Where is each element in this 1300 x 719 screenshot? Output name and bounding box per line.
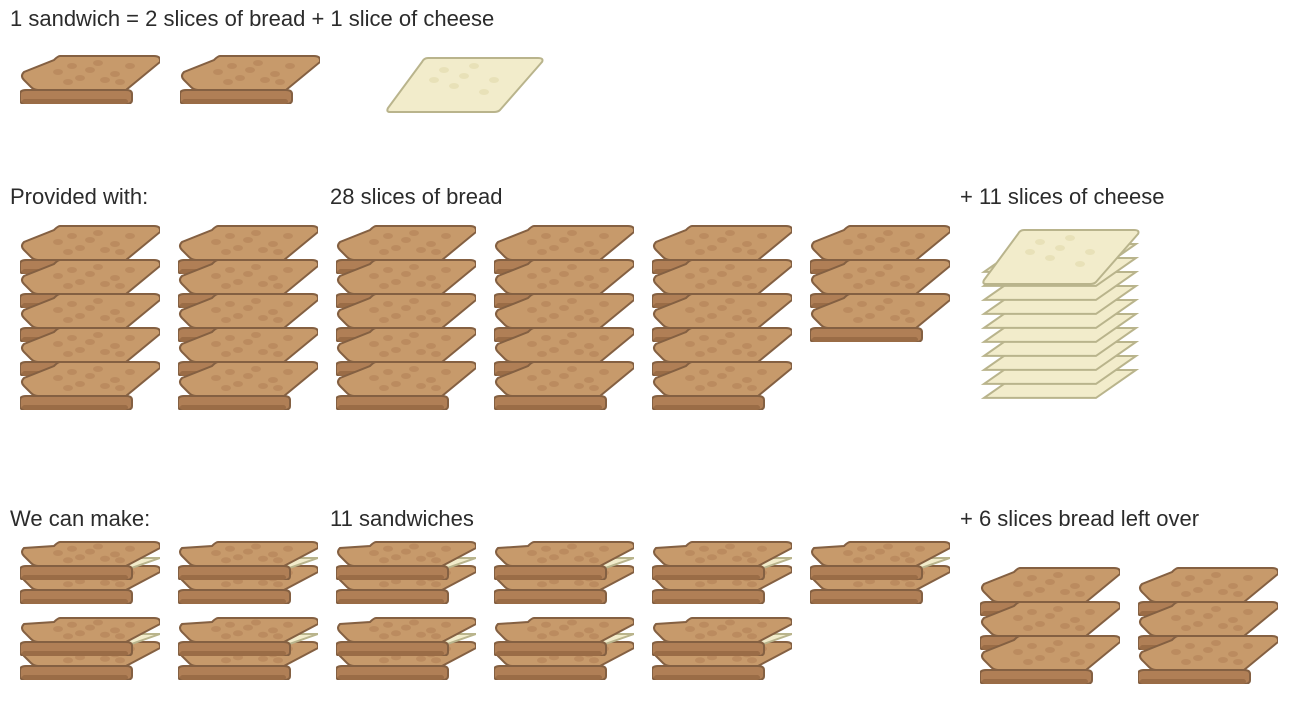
sandwich <box>494 616 634 686</box>
sandwich <box>652 616 792 686</box>
leftover-bread <box>980 634 1120 690</box>
provided-bread <box>178 360 318 416</box>
provided-bread <box>494 360 634 416</box>
sandwich <box>20 616 160 686</box>
label-cheese11: + 11 slices of cheese <box>960 184 1164 210</box>
diagram-root: 1 sandwich = 2 slices of bread + 1 slice… <box>0 0 1300 719</box>
sandwich <box>810 540 950 610</box>
label-provided: Provided with: <box>10 184 148 210</box>
sandwich <box>178 540 318 610</box>
leftover-bread <box>1138 634 1278 690</box>
label-bread28: 28 slices of bread <box>330 184 502 210</box>
provided-bread <box>20 360 160 416</box>
sandwich <box>178 616 318 686</box>
sandwich <box>494 540 634 610</box>
sandwich <box>336 540 476 610</box>
label-leftover: + 6 slices bread left over <box>960 506 1199 532</box>
provided-cheese <box>980 228 1140 292</box>
sandwich <box>652 540 792 610</box>
equation-bread-2 <box>180 54 320 110</box>
label-wecanmake: We can make: <box>10 506 150 532</box>
sandwich <box>20 540 160 610</box>
provided-bread <box>652 360 792 416</box>
label-sandwiches11: 11 sandwiches <box>330 506 474 532</box>
provided-bread <box>336 360 476 416</box>
equation-cheese-1 <box>384 56 544 120</box>
equation-bread-1 <box>20 54 160 110</box>
sandwich <box>336 616 476 686</box>
label-equation: 1 sandwich = 2 slices of bread + 1 slice… <box>10 6 494 32</box>
provided-bread <box>810 292 950 348</box>
